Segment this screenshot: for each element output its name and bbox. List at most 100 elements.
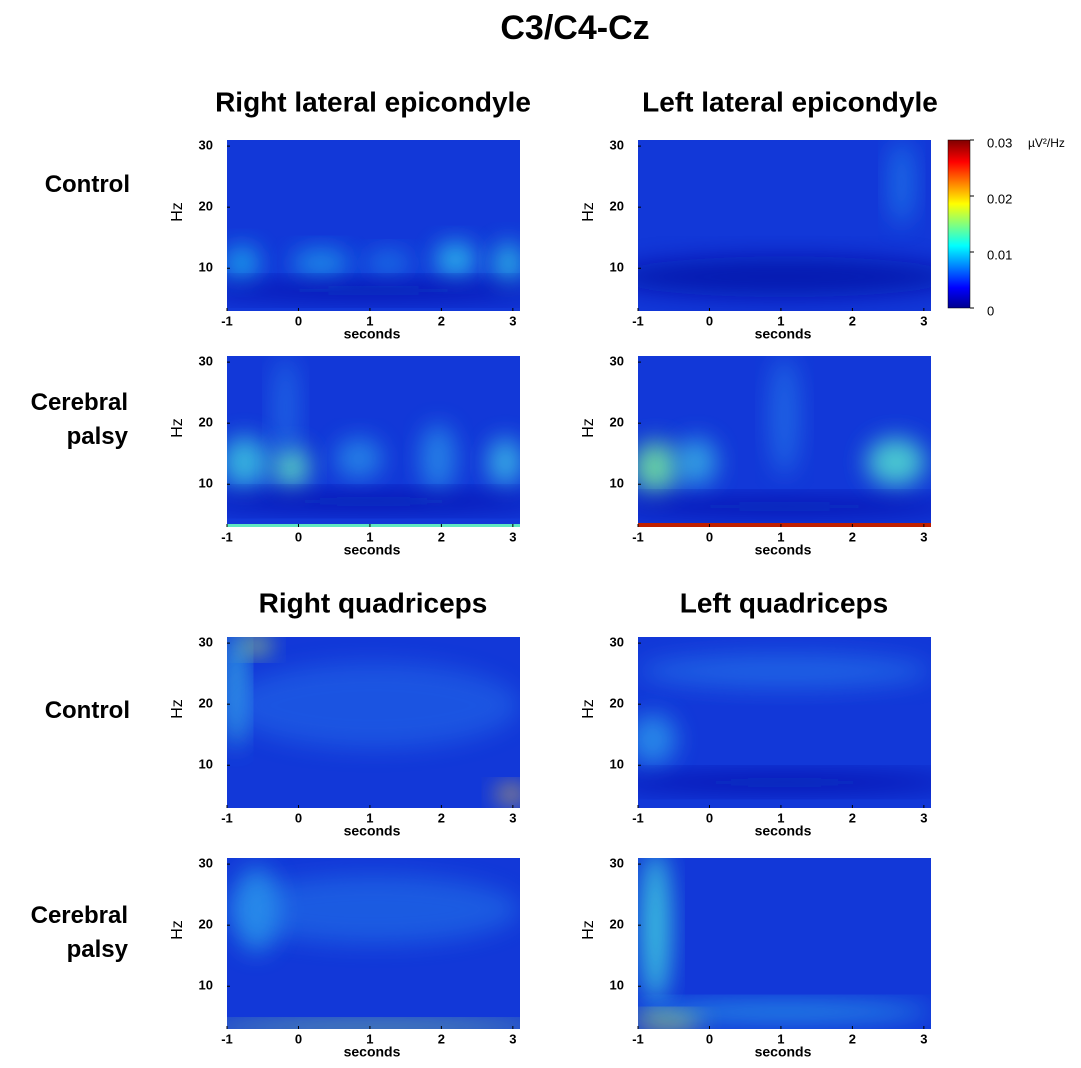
heatmap (638, 858, 931, 1029)
x-tick-label: 2 (438, 1031, 445, 1046)
x-tick-label: 3 (920, 810, 927, 825)
colorbar (947, 139, 971, 309)
x-tick-label: 1 (777, 313, 784, 328)
heatmap-blob (227, 875, 520, 944)
heatmap-blob (640, 858, 671, 1004)
heatmap-image (227, 140, 520, 311)
x-tick-label: -1 (632, 313, 644, 328)
heatmap-strip (227, 524, 520, 527)
x-axis-label: seconds (344, 823, 401, 839)
heatmap-blob (493, 242, 520, 284)
x-tick-label: 1 (366, 313, 373, 328)
heatmap-blob (866, 438, 926, 486)
y-axis-label: Hz (169, 418, 186, 438)
x-tick-label: 1 (366, 810, 373, 825)
heatmap-blob (638, 1003, 931, 1021)
column-title: Left quadriceps (680, 587, 888, 618)
x-tick-label: 3 (920, 1031, 927, 1046)
colorbar-tick-label: 0 (987, 303, 994, 318)
x-tick-label: 0 (706, 810, 713, 825)
y-tick-label: 10 (199, 978, 213, 993)
x-tick-label: 0 (295, 313, 302, 328)
heatmap-image (227, 637, 520, 808)
heatmap-image (227, 858, 520, 1029)
y-axis-label: Hz (169, 920, 186, 940)
x-tick-label: -1 (221, 1031, 233, 1046)
heatmap-blob (638, 256, 931, 298)
heatmap-blob (227, 281, 520, 300)
x-tick-label: 3 (920, 313, 927, 328)
y-axis-label: Hz (580, 418, 597, 438)
y-tick-label: 20 (610, 199, 624, 214)
heatmap-blob (273, 356, 298, 459)
x-tick-label: 3 (920, 529, 927, 544)
heatmap-image (638, 637, 931, 808)
y-tick-label: 20 (610, 415, 624, 430)
y-tick-label: 20 (199, 199, 213, 214)
column-title: Left lateral epicondyle (642, 86, 938, 117)
heatmap (227, 356, 520, 527)
y-tick-label: 20 (199, 415, 213, 430)
x-tick-label: 2 (849, 1031, 856, 1046)
heatmap-blob (638, 713, 677, 766)
x-tick-label: 1 (366, 1031, 373, 1046)
x-axis-label: seconds (755, 823, 812, 839)
y-tick-label: 20 (199, 917, 213, 932)
row-label: Control (44, 697, 130, 724)
x-axis-label: seconds (344, 542, 401, 558)
y-tick-label: 30 (199, 856, 213, 871)
y-axis-label: Hz (169, 699, 186, 719)
x-tick-label: -1 (632, 529, 644, 544)
heatmap-blob (769, 356, 800, 476)
heatmap-bg (638, 858, 931, 1029)
column-title: Right quadriceps (259, 587, 488, 618)
heatmap (227, 140, 520, 311)
y-tick-label: 30 (610, 138, 624, 153)
x-tick-label: 2 (849, 810, 856, 825)
y-tick-label: 30 (610, 635, 624, 650)
x-tick-label: 1 (777, 529, 784, 544)
heatmap (638, 140, 931, 311)
x-tick-label: 2 (849, 313, 856, 328)
x-tick-label: -1 (632, 1031, 644, 1046)
x-tick-label: 1 (777, 810, 784, 825)
y-axis-label: Hz (580, 202, 597, 222)
x-tick-label: 3 (509, 313, 516, 328)
row-label: Cerebral palsy (30, 902, 128, 963)
row-label: Control (44, 171, 130, 198)
heatmap-blob (227, 1022, 520, 1029)
heatmap-image (638, 140, 931, 311)
x-tick-label: 3 (509, 529, 516, 544)
x-tick-label: 2 (438, 313, 445, 328)
y-tick-label: 30 (199, 138, 213, 153)
x-axis-label: seconds (755, 542, 812, 558)
y-tick-label: 10 (610, 260, 624, 275)
colorbar-label: µV²/Hz (1028, 136, 1065, 150)
x-tick-label: 0 (295, 529, 302, 544)
y-axis-label: Hz (580, 699, 597, 719)
heatmap-blob (227, 492, 520, 510)
x-tick-label: 3 (509, 1031, 516, 1046)
y-axis-label: Hz (169, 202, 186, 222)
heatmap-blob (227, 246, 260, 281)
y-tick-label: 20 (610, 696, 624, 711)
y-tick-label: 10 (199, 476, 213, 491)
heatmap (638, 356, 931, 527)
heatmap-image (638, 858, 931, 1029)
figure-title: C3/C4-Cz (500, 9, 649, 47)
x-tick-label: 3 (509, 810, 516, 825)
column-title: Right lateral epicondyle (215, 86, 531, 117)
heatmap-blob (638, 497, 931, 516)
y-tick-label: 30 (610, 856, 624, 871)
x-tick-label: -1 (221, 810, 233, 825)
heatmap (227, 637, 520, 808)
y-tick-label: 30 (610, 354, 624, 369)
y-axis-label: Hz (580, 920, 597, 940)
x-tick-label: 0 (706, 1031, 713, 1046)
x-tick-label: 2 (438, 529, 445, 544)
heatmap-blob (487, 438, 520, 486)
heatmap-blob (638, 654, 931, 689)
row-label: Cerebral palsy (30, 389, 128, 450)
